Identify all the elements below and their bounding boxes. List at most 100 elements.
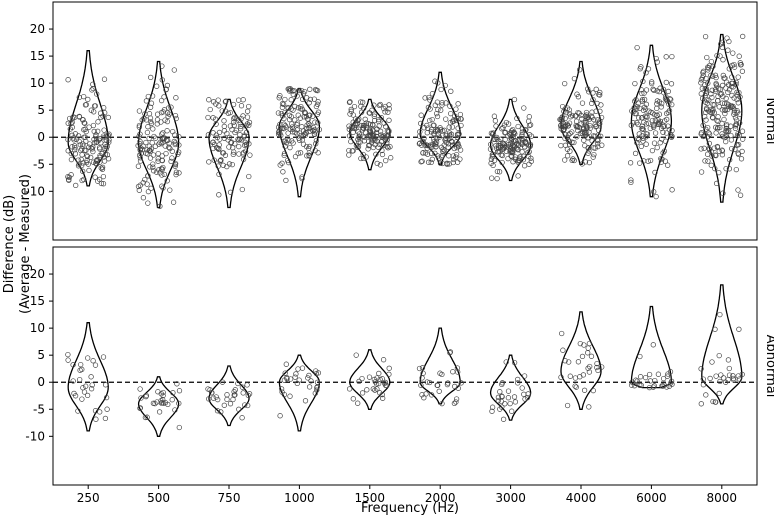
data-point [235,136,241,142]
data-point [432,150,438,156]
data-point [422,150,429,156]
data-point [723,85,729,91]
data-point [495,397,502,404]
data-point [598,133,604,139]
data-point [150,152,157,158]
data-point [505,395,512,401]
data-point [347,99,353,105]
data-point [706,146,713,153]
data-point [708,162,714,168]
data-point [98,180,105,187]
data-point [441,147,448,153]
data-point [232,392,238,398]
data-point [495,394,502,400]
data-point [585,345,591,351]
data-point [509,408,515,414]
data-point [585,86,591,92]
data-point [573,113,579,119]
data-point [489,404,496,410]
data-point [294,120,301,126]
data-point [228,139,235,145]
data-point [444,161,450,167]
data-point [494,134,500,141]
data-point [526,122,533,129]
data-point [639,126,646,132]
data-point [143,392,150,399]
data-point [704,97,710,103]
data-point [90,122,97,129]
data-point [275,124,282,130]
data-point [669,187,675,193]
data-point [99,164,106,170]
data-point [240,97,246,103]
data-point [712,72,719,78]
data-point [162,143,168,149]
data-point [103,143,109,150]
data-point [734,142,740,148]
data-point [595,138,601,144]
data-point [65,77,71,83]
data-point [95,119,101,125]
data-point [158,140,165,147]
data-point [715,98,721,104]
data-point [86,167,92,174]
data-point [454,132,461,138]
data-point [68,150,74,157]
data-point [717,124,723,131]
data-point [453,151,460,158]
data-point [426,379,433,386]
data-point [235,97,242,103]
data-point [519,129,525,135]
data-point [82,102,89,108]
data-point [90,85,96,92]
data-point [299,96,306,102]
data-point [491,113,498,119]
data-point [644,131,651,137]
data-point [737,120,743,126]
data-point [161,94,167,100]
data-point [296,137,303,143]
data-point [639,98,645,104]
data-point [150,164,156,170]
y-tick-label: 20 [30,22,45,36]
data-point [435,128,441,134]
data-point [704,106,710,113]
data-point [579,116,585,122]
data-point [496,169,503,175]
data-point [372,387,378,393]
data-point [511,359,518,366]
data-point [143,139,149,146]
x-tick-label-8000: 8000 [707,491,738,505]
data-point [573,384,579,390]
data-point [582,132,589,139]
y-tick-label: 5 [37,348,45,362]
data-point [169,397,175,403]
data-point [638,64,644,70]
data-point [737,111,743,117]
y-tick-label: 10 [30,321,45,335]
data-point [313,103,320,110]
data-point [739,68,746,74]
data-point [561,126,567,132]
data-point [562,358,568,364]
data-point [503,359,509,365]
data-point [562,157,568,163]
data-point [78,156,84,163]
data-point [210,130,216,136]
data-point [281,150,288,157]
data-point [631,105,637,111]
data-point [155,150,161,157]
data-point [213,101,219,107]
data-point [592,145,598,151]
data-point [299,124,305,130]
data-point [713,180,720,187]
data-point [292,117,298,123]
data-point [215,396,221,403]
data-point [416,133,423,139]
data-point [213,394,219,400]
data-point [666,126,673,133]
data-point [298,106,304,112]
data-point [587,122,593,129]
data-point [491,136,497,142]
violin-group-750 [205,97,253,209]
